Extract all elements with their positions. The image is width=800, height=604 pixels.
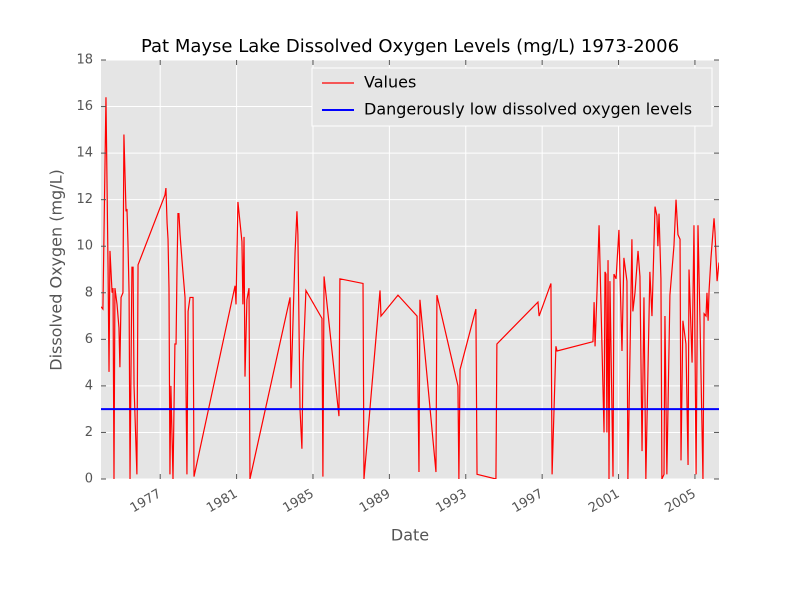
- x-axis-label: Date: [391, 526, 429, 545]
- legend-label: Values: [364, 73, 416, 92]
- y-tick-label: 0: [85, 472, 93, 487]
- legend-label: Dangerously low dissolved oxygen levels: [364, 100, 692, 119]
- legend-box: [311, 67, 713, 127]
- y-tick-label: 18: [76, 53, 93, 68]
- lines: [101, 97, 719, 479]
- legend: Values Dangerously low dissolved oxygen l…: [311, 67, 713, 127]
- y-tick-label: 6: [85, 332, 93, 347]
- y-tick-label: 4: [85, 378, 93, 393]
- data-line: [101, 97, 719, 479]
- chart-title: Pat Mayse Lake Dissolved Oxygen Levels (…: [141, 36, 679, 57]
- y-tick-label: 12: [76, 192, 93, 207]
- y-tick-label: 14: [76, 146, 93, 161]
- y-tick-label: 8: [85, 285, 93, 300]
- y-axis-label: Dissolved Oxygen (mg/L): [47, 169, 66, 371]
- y-tick-label: 10: [76, 239, 93, 254]
- y-tick-label: 16: [76, 99, 93, 114]
- y-tick-label: 2: [85, 425, 93, 440]
